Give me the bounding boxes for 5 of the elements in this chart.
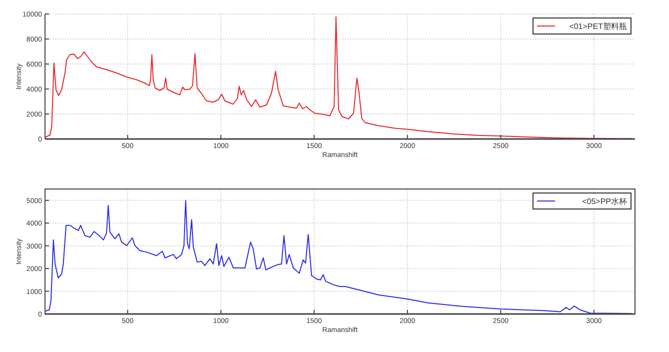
line-series bbox=[44, 16, 632, 140]
legend: <05>PP水杯 bbox=[532, 192, 632, 210]
legend-label: <01>PET塑料瓶 bbox=[569, 22, 627, 31]
line-series bbox=[44, 200, 632, 314]
legend: <01>PET塑料瓶 bbox=[532, 18, 632, 34]
